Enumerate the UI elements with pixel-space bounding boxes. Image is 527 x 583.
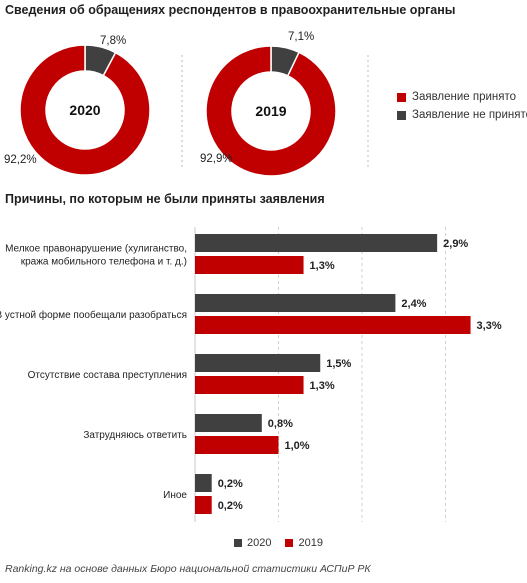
legend-item-accepted: Заявление принято <box>397 88 527 106</box>
bar-label-2019-2: 3,3% <box>477 320 502 332</box>
bar-label-2019-1: 1,3% <box>310 260 335 272</box>
bar-2020-4 <box>195 414 262 432</box>
category-label-3: Отсутствие состава преступления <box>28 370 187 381</box>
legend-swatch-not-accepted <box>397 110 406 120</box>
source-note: Ranking.kz на основе данных Бюро национа… <box>5 563 371 575</box>
category-label-4: Затрудняюсь ответить <box>83 430 187 441</box>
legend-swatch-2019 <box>285 539 294 547</box>
bar-label-2020-1: 2,9% <box>443 238 468 250</box>
bar-label-2020-4: 0,8% <box>268 418 293 430</box>
donut-label-accepted-2019: 92,9% <box>200 153 233 165</box>
bar-2019-3 <box>195 376 304 394</box>
legend-item-not-accepted: Заявление не принято <box>397 106 527 124</box>
donut-label-not-accepted-2020: 7,8% <box>100 35 126 47</box>
donut-slice-accepted-2020 <box>19 44 151 176</box>
category-label-1: кража мобильного телефона и т. д.) <box>21 256 187 268</box>
legend-label-accepted: Заявление принято <box>412 91 517 103</box>
category-label-2: В устной форме пообещали разобраться <box>0 309 187 321</box>
legend-label-2019: 2019 <box>298 537 323 549</box>
legend-swatch-accepted <box>397 92 406 102</box>
bar-legend: 2020 2019 <box>234 537 337 549</box>
bar-2019-2 <box>195 316 471 334</box>
bar-2020-2 <box>195 294 396 312</box>
legend-label-2020: 2020 <box>247 537 272 549</box>
bar-section-title: Причины, по которым не были приняты заяв… <box>5 192 325 206</box>
donut-section-title: Сведения об обращениях респондентов в пр… <box>5 3 456 17</box>
donut-center-label-2020: 2020 <box>69 102 100 118</box>
bar-label-2020-5: 0,2% <box>218 478 243 490</box>
category-label-1: Мелкое правонарушение (хулиганство, <box>5 244 187 255</box>
bar-2020-5 <box>195 474 212 492</box>
bar-label-2019-3: 1,3% <box>310 380 335 392</box>
bar-label-2019-5: 0,2% <box>218 500 243 512</box>
legend-label-not-accepted: Заявление не принято <box>412 109 527 121</box>
bar-label-2020-3: 1,5% <box>326 358 351 370</box>
legend-swatch-2020 <box>234 539 242 547</box>
bar-2019-4 <box>195 436 279 454</box>
donut-label-accepted-2020: 92,2% <box>4 154 37 166</box>
category-label-5: Иное <box>163 490 187 501</box>
legend-item-2020: 2020 <box>234 537 271 549</box>
donut-label-not-accepted-2019: 7,1% <box>288 31 314 43</box>
donut-center-label-2019: 2019 <box>255 103 286 119</box>
bar-2019-1 <box>195 256 304 274</box>
donut-legend: Заявление принято Заявление не принято <box>397 88 527 124</box>
bar-2019-5 <box>195 496 212 514</box>
legend-item-2019: 2019 <box>285 537 323 549</box>
donut-slice-accepted-2019 <box>205 45 337 177</box>
bar-label-2020-2: 2,4% <box>401 298 426 310</box>
bar-2020-1 <box>195 234 438 252</box>
bar-2020-3 <box>195 354 321 372</box>
bar-label-2019-4: 1,0% <box>285 440 310 452</box>
